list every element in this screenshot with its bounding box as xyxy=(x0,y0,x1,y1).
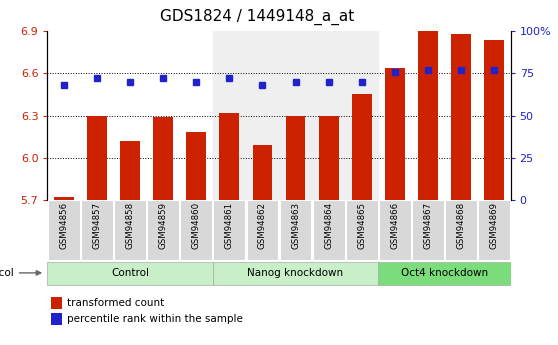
Text: GDS1824 / 1449148_a_at: GDS1824 / 1449148_a_at xyxy=(160,9,354,25)
Bar xyxy=(378,262,511,285)
Text: GSM94863: GSM94863 xyxy=(291,202,300,249)
Text: GSM94866: GSM94866 xyxy=(390,202,400,249)
Bar xyxy=(180,200,212,260)
Text: GSM94869: GSM94869 xyxy=(489,202,498,249)
Bar xyxy=(385,68,405,200)
Bar xyxy=(412,200,444,260)
Bar xyxy=(114,200,146,260)
Bar xyxy=(280,200,311,260)
Text: GSM94862: GSM94862 xyxy=(258,202,267,249)
Text: GSM94860: GSM94860 xyxy=(192,202,201,249)
Bar xyxy=(319,116,339,200)
Text: GSM94867: GSM94867 xyxy=(424,202,432,249)
Text: GSM94857: GSM94857 xyxy=(93,202,102,249)
Text: percentile rank within the sample: percentile rank within the sample xyxy=(67,314,243,324)
Bar xyxy=(186,132,206,200)
Text: GSM94859: GSM94859 xyxy=(158,202,168,249)
Bar xyxy=(247,200,278,260)
Bar xyxy=(219,113,239,200)
Text: Nanog knockdown: Nanog knockdown xyxy=(248,268,344,278)
Bar xyxy=(214,200,246,260)
Bar xyxy=(478,200,510,260)
Bar xyxy=(47,262,213,285)
Bar xyxy=(51,313,62,325)
Bar xyxy=(379,200,411,260)
Bar xyxy=(213,262,378,285)
Bar xyxy=(51,297,62,309)
Bar xyxy=(87,116,107,200)
Bar xyxy=(346,200,378,260)
Bar xyxy=(312,200,344,260)
Bar xyxy=(352,95,372,200)
Text: GSM94858: GSM94858 xyxy=(126,202,134,249)
Bar xyxy=(451,34,471,200)
Bar xyxy=(147,200,179,260)
Text: transformed count: transformed count xyxy=(67,298,164,308)
Bar xyxy=(120,141,140,200)
Text: GSM94865: GSM94865 xyxy=(357,202,366,249)
Text: protocol: protocol xyxy=(0,268,13,278)
Bar xyxy=(418,31,438,200)
Bar xyxy=(48,200,80,260)
Bar xyxy=(484,40,504,200)
Text: Control: Control xyxy=(111,268,149,278)
Bar xyxy=(153,117,173,200)
Bar xyxy=(286,116,305,200)
Bar xyxy=(213,31,378,200)
Bar xyxy=(81,200,113,260)
Bar xyxy=(54,197,74,200)
Text: GSM94856: GSM94856 xyxy=(60,202,69,249)
Text: Oct4 knockdown: Oct4 knockdown xyxy=(401,268,488,278)
Text: GSM94861: GSM94861 xyxy=(225,202,234,249)
Text: GSM94868: GSM94868 xyxy=(456,202,465,249)
Bar xyxy=(445,200,477,260)
Text: GSM94864: GSM94864 xyxy=(324,202,333,249)
Bar xyxy=(253,145,272,200)
